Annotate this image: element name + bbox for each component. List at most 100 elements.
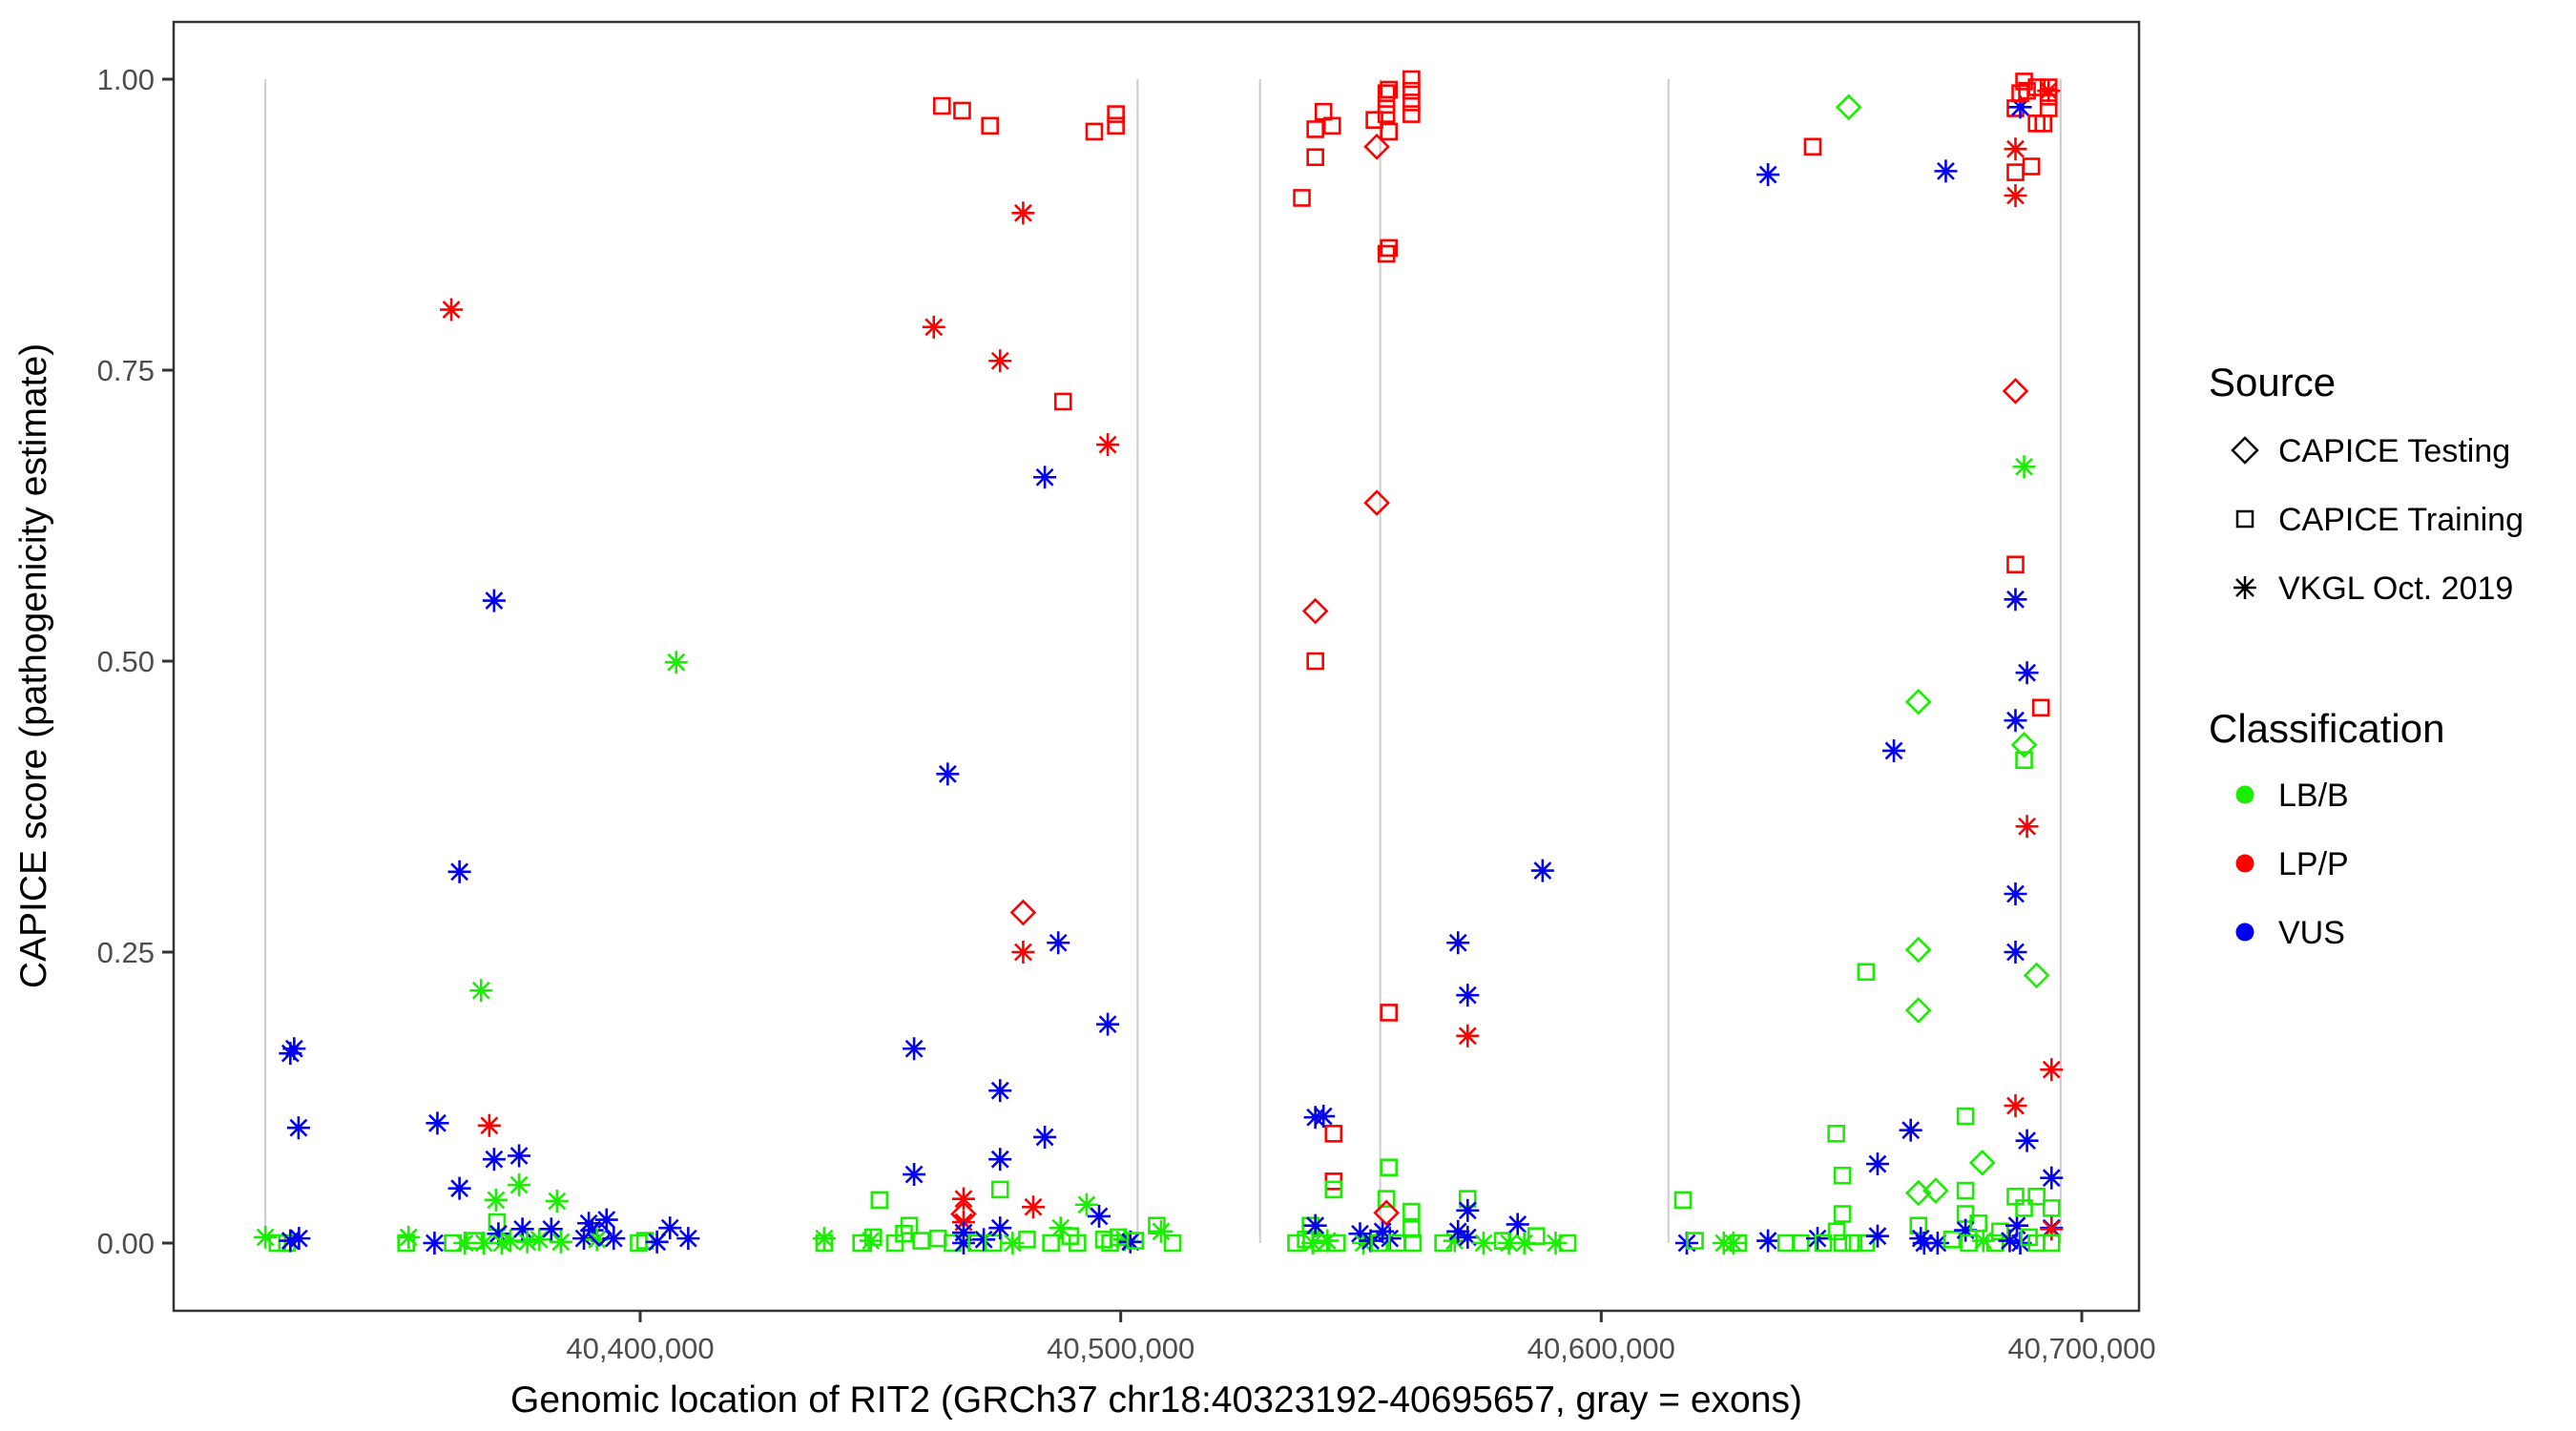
- point-asterisk: [1471, 1232, 1495, 1255]
- y-axis-title: CAPICE score (pathogenicity estimate): [13, 343, 54, 988]
- point-asterisk: [664, 651, 688, 674]
- point-asterisk: [282, 1037, 306, 1061]
- point-diamond: [2023, 962, 2050, 989]
- point-square: [2042, 1234, 2061, 1253]
- point-square: [1148, 1216, 1166, 1234]
- point-asterisk: [287, 1227, 311, 1251]
- point-asterisk: [645, 1230, 669, 1254]
- point-asterisk: [2015, 1129, 2039, 1152]
- point-asterisk: [447, 1176, 471, 1200]
- point-square: [1942, 1231, 1962, 1249]
- point-asterisk: [922, 315, 945, 339]
- point-asterisk: [1047, 931, 1070, 955]
- point-asterisk: [1011, 201, 1035, 225]
- x-axis-title: Genomic location of RIT2 (GRCh37 chr18:4…: [510, 1379, 1802, 1421]
- point-asterisk: [254, 1225, 278, 1249]
- x-tick-label: 40,700,000: [2007, 1332, 2155, 1365]
- point-square: [815, 1234, 834, 1253]
- point-square: [2042, 1199, 2061, 1217]
- legend: Source CAPICE Testing CAPICE Training VK…: [2209, 360, 2524, 951]
- point-diamond: [1301, 597, 1329, 625]
- point-square: [1402, 1202, 1421, 1221]
- y-axis: 0.00 0.25 0.50 0.75 1.00: [97, 63, 174, 1260]
- point-asterisk: [1865, 1224, 1889, 1248]
- point-asterisk: [1446, 931, 1470, 955]
- point-asterisk: [1805, 1227, 1829, 1251]
- point-square: [1402, 105, 1421, 123]
- point-asterisk: [545, 1190, 569, 1213]
- point-square: [1306, 148, 1324, 167]
- point-asterisk: [539, 1217, 563, 1241]
- legend-item-lbb: LB/B: [2235, 778, 2349, 814]
- point-square: [1377, 1190, 1396, 1208]
- point-asterisk: [903, 1037, 926, 1061]
- point-asterisk: [2012, 455, 2036, 479]
- legend-item-lpp: LP/P: [2235, 846, 2349, 882]
- point-asterisk: [1756, 163, 1780, 187]
- point-square: [1380, 238, 1399, 258]
- point-asterisk: [1303, 1213, 1327, 1237]
- point-asterisk: [1033, 1125, 1057, 1149]
- point-square: [1844, 1234, 1863, 1253]
- point-asterisk: [1756, 1229, 1780, 1253]
- point-asterisk: [2004, 137, 2027, 161]
- legend-label: LP/P: [2278, 846, 2349, 882]
- point-square: [1069, 1234, 1087, 1253]
- square-icon: [2235, 509, 2254, 529]
- point-diamond: [2002, 378, 2029, 404]
- point-square: [1380, 1004, 1399, 1022]
- point-square: [1163, 1234, 1182, 1253]
- point-square: [870, 1191, 889, 1210]
- point-asterisk: [1096, 433, 1120, 457]
- point-asterisk: [936, 762, 960, 786]
- point-asterisk: [602, 1227, 626, 1251]
- point-asterisk: [2040, 1166, 2064, 1190]
- point-square: [1686, 1232, 1704, 1250]
- point-asterisk: [1456, 984, 1480, 1007]
- point-square: [1018, 1231, 1036, 1249]
- asterisk-icon: [2233, 576, 2256, 599]
- point-asterisk: [2004, 184, 2027, 207]
- y-tick-label: 0.25: [97, 936, 155, 969]
- point-square: [1324, 1125, 1343, 1143]
- point-asterisk: [972, 1228, 996, 1252]
- point-square: [1527, 1227, 1546, 1245]
- point-square: [1558, 1234, 1577, 1253]
- point-diamond: [1835, 93, 1862, 121]
- point-diamond: [1373, 1199, 1401, 1227]
- point-asterisk: [988, 1079, 1012, 1103]
- point-square: [2015, 73, 2033, 91]
- point-asterisk: [447, 860, 471, 883]
- legend-item-capice-training: CAPICE Training: [2235, 502, 2524, 538]
- point-square: [1365, 111, 1383, 129]
- point-asterisk: [1506, 1213, 1529, 1236]
- y-tick-label: 0.75: [97, 354, 155, 387]
- point-square: [1107, 116, 1125, 135]
- point-square: [1991, 1222, 2009, 1241]
- point-asterisk: [423, 1232, 447, 1255]
- legend-item-capice-testing: CAPICE Testing: [2231, 433, 2510, 469]
- point-diamond: [1904, 688, 1932, 716]
- diamond-icon: [2231, 436, 2259, 465]
- point-asterisk: [469, 979, 493, 1003]
- point-asterisk: [1312, 1105, 1336, 1129]
- point-asterisk: [2004, 588, 2027, 612]
- y-tick-label: 0.50: [97, 645, 155, 678]
- point-asterisk: [1096, 1012, 1120, 1036]
- point-asterisk: [2004, 709, 2027, 733]
- exon-lines: [264, 79, 2062, 1243]
- point-square: [1803, 137, 1822, 156]
- legend-classification-title: Classification: [2209, 706, 2444, 751]
- point-diamond: [1922, 1177, 1949, 1204]
- point-square: [1403, 1234, 1423, 1253]
- point-asterisk: [2015, 815, 2039, 839]
- point-square: [981, 116, 999, 135]
- point-asterisk: [482, 589, 506, 612]
- point-square: [1827, 1222, 1846, 1241]
- point-asterisk: [859, 1229, 883, 1253]
- point-asterisk: [1316, 1229, 1340, 1253]
- point-square: [2018, 81, 2036, 100]
- legend-source-title: Source: [2209, 360, 2336, 404]
- legend-item-vkgl: VKGL Oct. 2019: [2233, 570, 2513, 607]
